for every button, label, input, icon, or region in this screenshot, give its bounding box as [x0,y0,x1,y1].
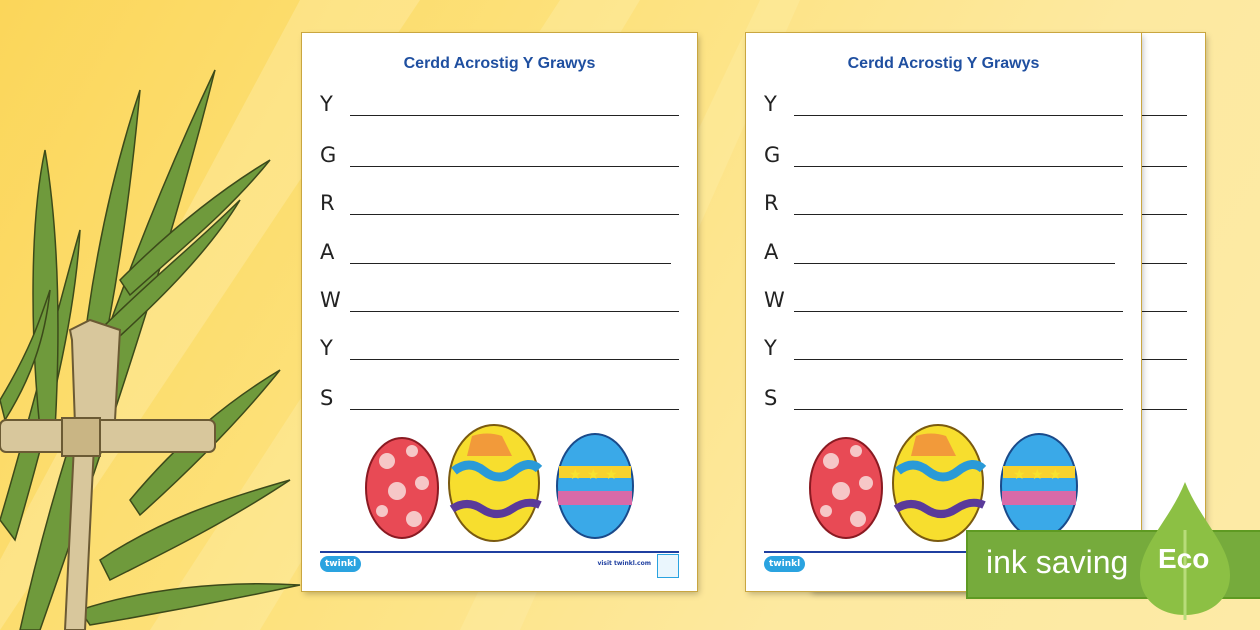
writing-line [794,359,1123,360]
acrostic-row: S [764,382,1123,412]
easter-eggs-illustration: ★ ★ ★ [365,424,634,542]
writing-line [350,359,679,360]
red-egg [365,437,439,539]
acrostic-letter: W [764,288,785,312]
acrostic-row: G [320,139,679,169]
ink-saving-text: ink saving [986,544,1129,580]
acrostic-row: Y [764,88,1123,118]
writing-line [794,115,1123,116]
acrostic-row: A [764,236,1123,266]
writing-line [350,409,679,410]
yellow-egg [892,424,987,542]
acrostic-letter: Y [764,92,777,116]
acrostic-letter: S [320,386,334,410]
svg-text:★: ★ [569,467,582,483]
writing-line [794,311,1123,312]
acrostic-row: R [320,187,679,217]
palm-cross-illustration [0,69,301,630]
writing-line [794,263,1115,264]
svg-text:★: ★ [587,467,600,483]
quality-badge-icon [657,554,679,578]
easter-eggs-illustration: ★ ★ ★ [809,424,1078,542]
twinkl-logo: twinkl [320,556,362,572]
acrostic-row: Y [320,332,679,362]
acrostic-letter: A [320,240,335,264]
acrostic-letter: G [764,143,781,167]
svg-text:★: ★ [1049,467,1062,483]
svg-text:★: ★ [1031,467,1044,483]
footer-url: visit twinkl.com [597,560,651,567]
acrostic-row: Y [764,332,1123,362]
acrostic-letter: S [764,386,778,410]
acrostic-row: R [764,187,1123,217]
footer-rule [764,551,1123,553]
svg-text:★: ★ [1013,467,1026,483]
writing-line [350,311,679,312]
acrostic-letter: G [320,143,337,167]
acrostic-row: A [320,236,679,266]
footer-rule [320,551,679,553]
acrostic-letter: Y [320,336,333,360]
acrostic-row: Y [320,88,679,118]
acrostic-letter: R [320,191,335,215]
acrostic-letter: Y [764,336,777,360]
eco-label: Eco [1158,543,1210,574]
writing-line [350,166,679,167]
writing-line [350,214,679,215]
worksheet-title: Cerdd Acrostig Y Grawys [403,55,596,72]
acrostic-row: W [764,284,1123,314]
acrostic-row: S [320,382,679,412]
acrostic-letter: R [764,191,779,215]
acrostic-row: W [320,284,679,314]
twinkl-logo: twinkl [764,556,806,572]
writing-line [350,115,679,116]
acrostic-row: G [764,139,1123,169]
writing-line [794,166,1123,167]
acrostic-letter: A [764,240,779,264]
acrostic-letter: W [320,288,341,312]
svg-text:★: ★ [605,467,618,483]
writing-line [794,409,1123,410]
red-egg [809,437,883,539]
worksheet-title: Cerdd Acrostig Y Grawys [847,55,1040,72]
writing-line [350,263,671,264]
yellow-egg [448,424,543,542]
writing-line [794,214,1123,215]
leaf-drop-icon [1140,482,1230,620]
acrostic-letter: Y [320,92,333,116]
blue-egg: ★ ★ ★ [556,433,634,539]
blue-egg: ★ ★ ★ [1000,433,1078,539]
